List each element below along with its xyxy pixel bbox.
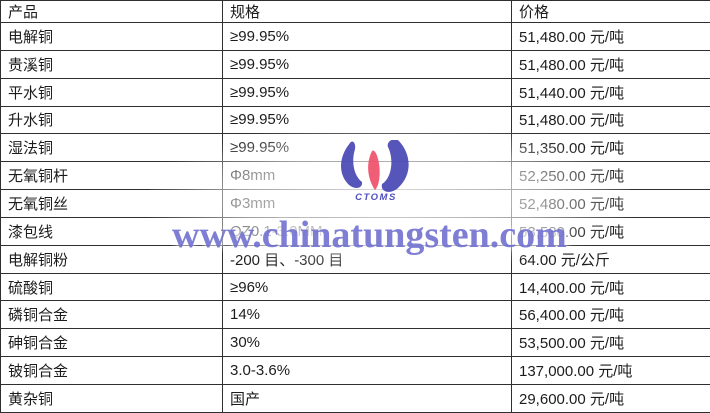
product-cell: 硫酸铜 — [0, 272, 223, 302]
price-cell: 51,480.00 元/吨 — [511, 49, 710, 79]
spec-cell: ≥99.95% — [222, 49, 512, 79]
table-row: 磷铜合金 14% 56,400.00 元/吨 — [0, 300, 710, 330]
spec-cell: QZ0.1-3.0MM — [222, 216, 512, 246]
table-row: 漆包线 QZ0.1-3.0MM 53,580.00 元/吨 — [0, 216, 710, 246]
price-cell: 52,250.00 元/吨 — [511, 161, 710, 191]
product-cell: 升水铜 — [0, 105, 223, 135]
spec-cell: -200 目、-300 目 — [222, 244, 512, 274]
product-cell: 漆包线 — [0, 216, 223, 246]
table-row: 电解铜 ≥99.95% 51,480.00 元/吨 — [0, 22, 710, 51]
table-row: 无氧铜丝 Φ3mm 52,480.00 元/吨 — [0, 189, 710, 218]
product-cell: 铍铜合金 — [0, 356, 223, 385]
price-cell: 53,580.00 元/吨 — [511, 216, 710, 246]
table-row: 铍铜合金 3.0-3.6% 137,000.00 元/吨 — [0, 356, 710, 385]
table-row: 黄杂铜 国产 29,600.00 元/吨 — [0, 383, 710, 413]
product-cell: 无氧铜丝 — [0, 189, 223, 218]
product-cell: 电解铜粉 — [0, 244, 223, 274]
price-cell: 64.00 元/公斤 — [511, 244, 710, 274]
price-cell: 56,400.00 元/吨 — [511, 300, 710, 330]
price-cell: 29,600.00 元/吨 — [511, 383, 710, 413]
product-cell: 贵溪铜 — [0, 49, 223, 79]
spec-cell: ≥99.95% — [222, 22, 512, 51]
table-row: 砷铜合金 30% 53,500.00 元/吨 — [0, 328, 710, 358]
spec-cell: Φ3mm — [222, 189, 512, 218]
spec-cell: 国产 — [222, 383, 512, 413]
table-row: 贵溪铜 ≥99.95% 51,480.00 元/吨 — [0, 49, 710, 79]
spec-cell: 3.0-3.6% — [222, 356, 512, 385]
price-cell: 52,480.00 元/吨 — [511, 189, 710, 218]
price-cell: 51,480.00 元/吨 — [511, 22, 710, 51]
header-row: 产品 规格 价格 — [0, 0, 710, 23]
spec-cell: 14% — [222, 300, 512, 330]
spec-cell: ≥99.95% — [222, 133, 512, 163]
price-cell: 51,480.00 元/吨 — [511, 105, 710, 135]
product-cell: 磷铜合金 — [0, 300, 223, 330]
column-header-product: 产品 — [0, 0, 223, 23]
spec-cell: ≥99.95% — [222, 77, 512, 107]
product-cell: 电解铜 — [0, 22, 223, 51]
table-body: 电解铜 ≥99.95% 51,480.00 元/吨 贵溪铜 ≥99.95% 51… — [0, 22, 710, 413]
product-cell: 平水铜 — [0, 77, 223, 107]
table-row: 湿法铜 ≥99.95% 51,350.00 元/吨 — [0, 133, 710, 163]
product-cell: 湿法铜 — [0, 133, 223, 163]
price-cell: 53,500.00 元/吨 — [511, 328, 710, 358]
price-cell: 14,400.00 元/吨 — [511, 272, 710, 302]
price-cell: 51,350.00 元/吨 — [511, 133, 710, 163]
price-cell: 51,440.00 元/吨 — [511, 77, 710, 107]
product-cell: 砷铜合金 — [0, 328, 223, 358]
spec-cell: Φ8mm — [222, 161, 512, 191]
table-row: 硫酸铜 ≥96% 14,400.00 元/吨 — [0, 272, 710, 302]
spec-cell: 30% — [222, 328, 512, 358]
table-header: 产品 规格 价格 — [0, 0, 710, 23]
table-row: 电解铜粉 -200 目、-300 目 64.00 元/公斤 — [0, 244, 710, 274]
table-row: 升水铜 ≥99.95% 51,480.00 元/吨 — [0, 105, 710, 135]
spec-cell: ≥99.95% — [222, 105, 512, 135]
table-row: 无氧铜杆 Φ8mm 52,250.00 元/吨 — [0, 161, 710, 191]
price-cell: 137,000.00 元/吨 — [511, 356, 710, 385]
spec-cell: ≥96% — [222, 272, 512, 302]
product-cell: 黄杂铜 — [0, 383, 223, 413]
column-header-price: 价格 — [511, 0, 710, 23]
table-row: 平水铜 ≥99.95% 51,440.00 元/吨 — [0, 77, 710, 107]
column-header-spec: 规格 — [222, 0, 512, 23]
product-cell: 无氧铜杆 — [0, 161, 223, 191]
